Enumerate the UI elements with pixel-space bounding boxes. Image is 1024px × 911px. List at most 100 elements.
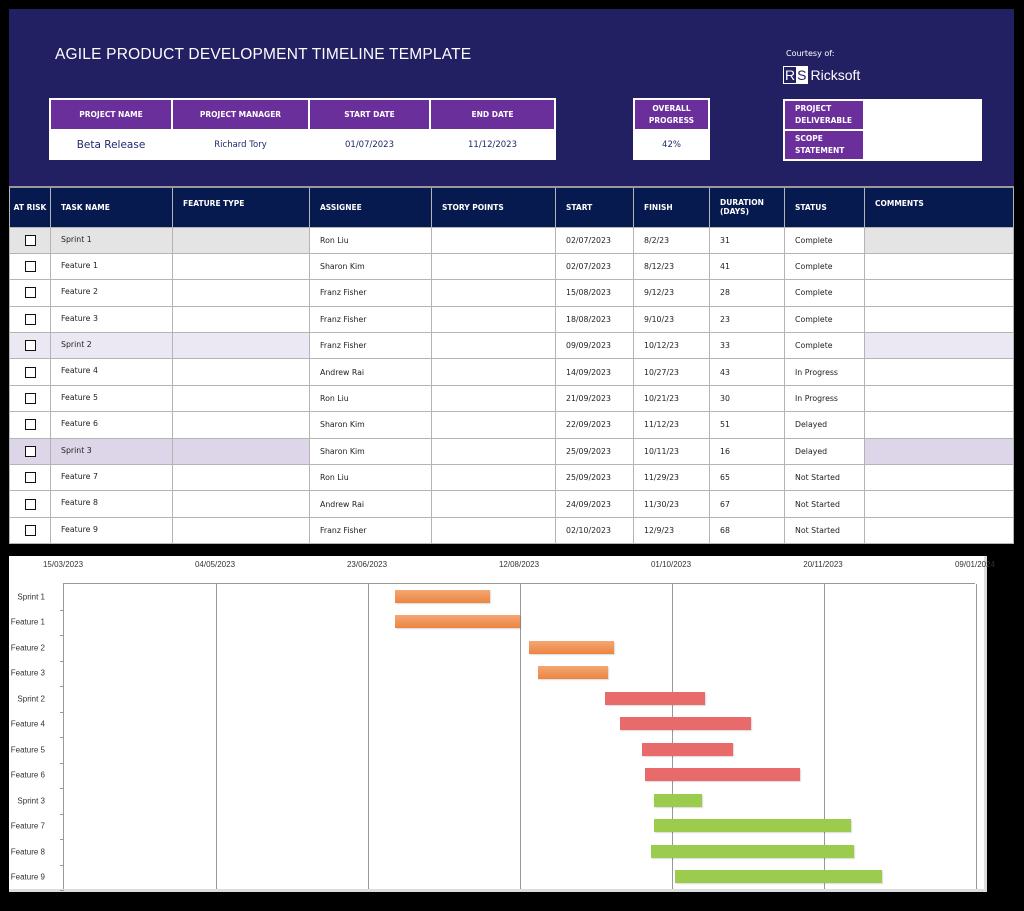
feature-type-cell[interactable] — [172, 305, 310, 334]
finish-cell[interactable]: 11/12/23 — [633, 411, 710, 439]
assignee-cell[interactable]: Ron Liu — [309, 464, 432, 492]
at-risk-checkbox[interactable] — [24, 524, 36, 536]
at-risk-checkbox[interactable] — [24, 261, 36, 273]
comments-cell[interactable] — [864, 279, 1014, 307]
comments-cell[interactable] — [864, 437, 1014, 466]
at-risk-cell[interactable] — [9, 226, 51, 254]
at-risk-cell[interactable] — [9, 490, 51, 518]
finish-cell[interactable]: 9/12/23 — [633, 279, 710, 307]
start-cell[interactable]: 24/09/2023 — [555, 490, 634, 518]
duration-cell[interactable]: 16 — [709, 437, 785, 466]
end-date-value[interactable]: 11/12/2023 — [429, 129, 556, 160]
status-cell[interactable]: Complete — [784, 226, 865, 254]
at-risk-cell[interactable] — [9, 358, 51, 386]
start-cell[interactable]: 09/09/2023 — [555, 332, 634, 360]
overall-progress-value[interactable]: 42% — [633, 129, 710, 160]
start-cell[interactable]: 02/07/2023 — [555, 226, 634, 254]
gantt-bar[interactable] — [644, 768, 800, 782]
assignee-cell[interactable]: Franz Fisher — [309, 516, 432, 545]
finish-cell[interactable]: 12/9/23 — [633, 516, 710, 545]
at-risk-checkbox[interactable] — [24, 472, 36, 484]
feature-type-cell[interactable] — [172, 384, 310, 413]
start-cell[interactable]: 22/09/2023 — [555, 411, 634, 439]
duration-cell[interactable]: 43 — [709, 358, 785, 386]
comments-cell[interactable] — [864, 252, 1014, 281]
finish-cell[interactable]: 9/10/23 — [633, 305, 710, 334]
project-manager-value[interactable]: Richard Tory — [171, 129, 310, 160]
task-name-cell[interactable]: Feature 1 — [50, 252, 173, 281]
story-points-cell[interactable] — [431, 411, 556, 439]
story-points-cell[interactable] — [431, 305, 556, 334]
finish-cell[interactable]: 10/21/23 — [633, 384, 710, 413]
start-cell[interactable]: 18/08/2023 — [555, 305, 634, 334]
feature-type-cell[interactable] — [172, 464, 310, 492]
comments-cell[interactable] — [864, 464, 1014, 492]
status-cell[interactable]: In Progress — [784, 384, 865, 413]
gantt-bar[interactable] — [641, 742, 733, 756]
comments-cell[interactable] — [864, 226, 1014, 254]
assignee-cell[interactable]: Ron Liu — [309, 226, 432, 254]
gantt-bar[interactable] — [605, 691, 706, 705]
status-cell[interactable]: Delayed — [784, 437, 865, 466]
story-points-cell[interactable] — [431, 358, 556, 386]
comments-cell[interactable] — [864, 384, 1014, 413]
comments-cell[interactable] — [864, 332, 1014, 360]
assignee-cell[interactable]: Franz Fisher — [309, 279, 432, 307]
task-name-cell[interactable]: Feature 6 — [50, 411, 173, 439]
project-name-value[interactable]: Beta Release — [49, 129, 173, 160]
start-cell[interactable]: 25/09/2023 — [555, 437, 634, 466]
start-cell[interactable]: 14/09/2023 — [555, 358, 634, 386]
feature-type-cell[interactable] — [172, 252, 310, 281]
comments-cell[interactable] — [864, 305, 1014, 334]
story-points-cell[interactable] — [431, 226, 556, 254]
task-name-cell[interactable]: Sprint 3 — [50, 437, 173, 466]
assignee-cell[interactable]: Andrew Rai — [309, 490, 432, 518]
at-risk-cell[interactable] — [9, 411, 51, 439]
feature-type-cell[interactable] — [172, 490, 310, 518]
status-cell[interactable]: Complete — [784, 332, 865, 360]
task-name-cell[interactable]: Feature 8 — [50, 490, 173, 518]
story-points-cell[interactable] — [431, 252, 556, 281]
duration-cell[interactable]: 28 — [709, 279, 785, 307]
story-points-cell[interactable] — [431, 464, 556, 492]
story-points-cell[interactable] — [431, 279, 556, 307]
start-cell[interactable]: 15/08/2023 — [555, 279, 634, 307]
start-cell[interactable]: 02/07/2023 — [555, 252, 634, 281]
finish-cell[interactable]: 10/11/23 — [633, 437, 710, 466]
at-risk-cell[interactable] — [9, 332, 51, 360]
duration-cell[interactable]: 30 — [709, 384, 785, 413]
comments-cell[interactable] — [864, 411, 1014, 439]
assignee-cell[interactable]: Franz Fisher — [309, 305, 432, 334]
status-cell[interactable]: Complete — [784, 252, 865, 281]
at-risk-checkbox[interactable] — [24, 313, 36, 325]
at-risk-cell[interactable] — [9, 437, 51, 466]
at-risk-cell[interactable] — [9, 279, 51, 307]
story-points-cell[interactable] — [431, 437, 556, 466]
at-risk-checkbox[interactable] — [24, 498, 36, 510]
gantt-bar[interactable] — [650, 844, 855, 858]
at-risk-checkbox[interactable] — [24, 366, 36, 378]
at-risk-cell[interactable] — [9, 464, 51, 492]
story-points-cell[interactable] — [431, 332, 556, 360]
duration-cell[interactable]: 67 — [709, 490, 785, 518]
story-points-cell[interactable] — [431, 490, 556, 518]
task-name-cell[interactable]: Feature 3 — [50, 305, 173, 334]
at-risk-cell[interactable] — [9, 384, 51, 413]
finish-cell[interactable]: 11/29/23 — [633, 464, 710, 492]
gantt-bar[interactable] — [653, 793, 703, 807]
comments-cell[interactable] — [864, 358, 1014, 386]
start-cell[interactable]: 25/09/2023 — [555, 464, 634, 492]
gantt-bar[interactable] — [395, 589, 490, 603]
status-cell[interactable]: Complete — [784, 305, 865, 334]
feature-type-cell[interactable] — [172, 437, 310, 466]
project-deliverable-value[interactable] — [863, 99, 982, 131]
at-risk-checkbox[interactable] — [24, 393, 36, 405]
finish-cell[interactable]: 10/12/23 — [633, 332, 710, 360]
duration-cell[interactable]: 31 — [709, 226, 785, 254]
duration-cell[interactable]: 68 — [709, 516, 785, 545]
assignee-cell[interactable]: Sharon Kim — [309, 411, 432, 439]
gantt-bar[interactable] — [620, 717, 752, 731]
task-name-cell[interactable]: Feature 9 — [50, 516, 173, 545]
at-risk-checkbox[interactable] — [24, 419, 36, 431]
